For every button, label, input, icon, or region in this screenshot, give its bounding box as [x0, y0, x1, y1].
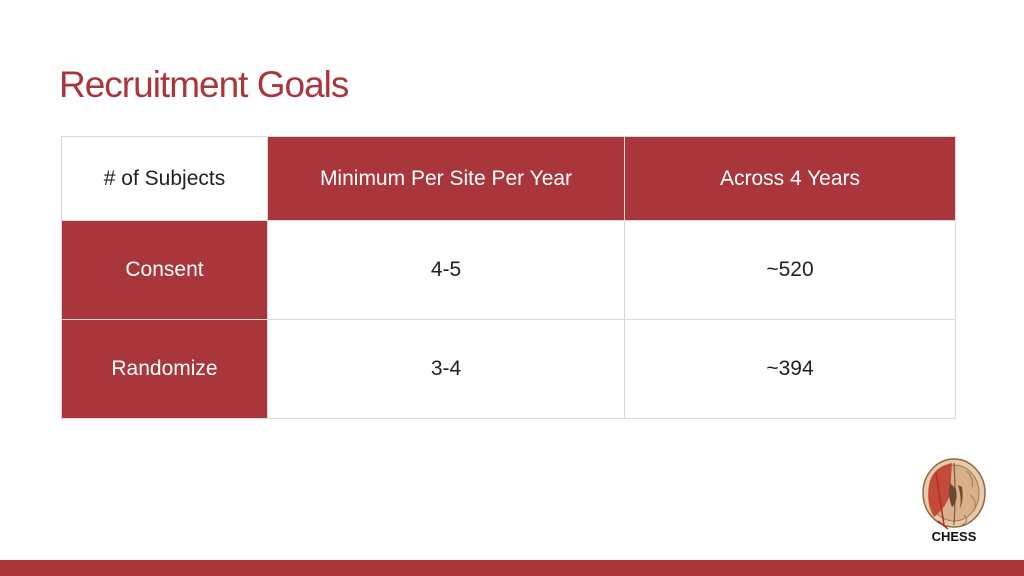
logo-text: CHESS: [931, 529, 977, 544]
table-cell: 3-4: [267, 319, 625, 419]
table-cell: 4-5: [267, 220, 625, 320]
table-row: Randomize 3-4 ~394: [61, 319, 956, 419]
footer-bar: [0, 560, 1024, 576]
column-header-across-years: Across 4 Years: [624, 136, 956, 221]
slide-title: Recruitment Goals: [59, 64, 349, 105]
brain-icon: [922, 458, 986, 530]
table-row: Consent 4-5 ~520: [61, 220, 956, 320]
table-cell: ~520: [624, 220, 956, 320]
table-cell: ~394: [624, 319, 956, 419]
column-header-per-site: Minimum Per Site Per Year: [267, 136, 625, 221]
row-header-randomize: Randomize: [61, 319, 268, 419]
row-header-consent: Consent: [61, 220, 268, 320]
table-corner-cell: # of Subjects: [61, 136, 268, 221]
recruitment-table: # of Subjects Minimum Per Site Per Year …: [61, 136, 956, 419]
table-header-row: # of Subjects Minimum Per Site Per Year …: [61, 136, 956, 221]
